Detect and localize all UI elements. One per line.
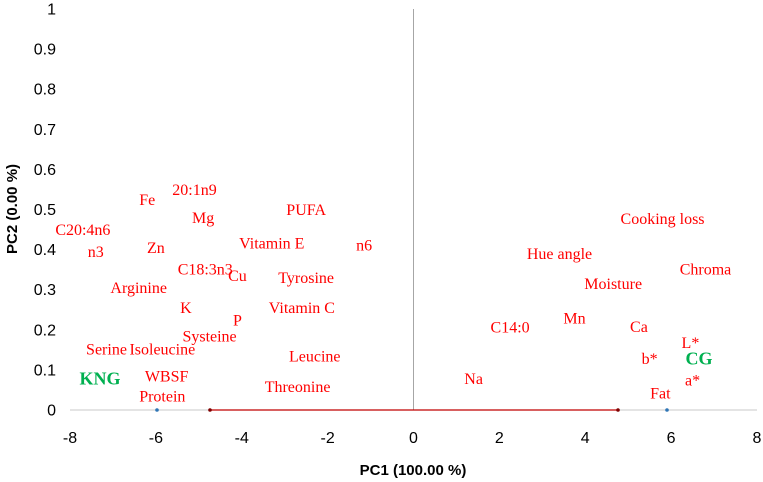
baseline-marker-right bbox=[616, 408, 620, 412]
y-tick-label: 0.2 bbox=[34, 322, 56, 339]
variable-label: Fat bbox=[650, 385, 671, 402]
y-tick-label: 0.8 bbox=[34, 82, 56, 99]
group-label: CG bbox=[686, 349, 713, 369]
variable-label: Arginine bbox=[110, 280, 167, 297]
y-tick-label: 0.3 bbox=[34, 282, 56, 299]
variable-label: Threonine bbox=[265, 379, 331, 396]
variable-label: C14:0 bbox=[491, 319, 530, 336]
group-label: KNG bbox=[80, 369, 121, 389]
x-tick-label: 8 bbox=[753, 430, 762, 447]
y-tick-label: 0.1 bbox=[34, 362, 56, 379]
variable-label: Mn bbox=[563, 310, 585, 327]
variable-label: n3 bbox=[88, 244, 104, 261]
variable-label: PUFA bbox=[286, 202, 326, 219]
variable-label: Zn bbox=[147, 240, 165, 257]
kng-point bbox=[155, 408, 159, 412]
y-tick-label: 0.9 bbox=[34, 42, 56, 59]
variable-label: Vitamin C bbox=[269, 300, 335, 317]
variable-label: P bbox=[233, 312, 242, 329]
variable-label: Tyrosine bbox=[278, 270, 334, 287]
x-tick-label: 0 bbox=[409, 430, 418, 447]
y-tick-label: 0.7 bbox=[34, 122, 56, 139]
variable-label: WBSF bbox=[145, 368, 189, 385]
x-tick-label: -8 bbox=[63, 430, 77, 447]
variable-label: n6 bbox=[356, 237, 372, 254]
x-tick-label: 4 bbox=[581, 430, 590, 447]
variable-label: C20:4n6 bbox=[55, 222, 110, 239]
variable-labels: Fe 20:1n9 Mg PUFA C20:4n6 n3 Zn Vitamin E n6 C18:… bbox=[55, 182, 731, 406]
variable-label: Chroma bbox=[680, 261, 732, 278]
x-axis-ticks: -8 -6 -4 -2 0 2 4 6 8 bbox=[63, 430, 762, 447]
variable-label: Cu bbox=[228, 268, 247, 285]
x-axis-title: PC1 (100.00 %) bbox=[360, 462, 467, 479]
y-axis-title: PC2 (0.00 %) bbox=[4, 164, 21, 254]
y-axis-ticks: 0 0.1 0.2 0.3 0.4 0.5 0.6 0.7 0.8 0.9 1 bbox=[34, 2, 56, 420]
x-tick-label: 2 bbox=[495, 430, 504, 447]
variable-label: Moisture bbox=[584, 276, 642, 293]
variable-label: Vitamin E bbox=[239, 235, 304, 252]
x-tick-label: -2 bbox=[321, 430, 335, 447]
variable-label: Isoleucine bbox=[129, 342, 195, 359]
x-tick-label: -4 bbox=[235, 430, 249, 447]
variable-label: Leucine bbox=[289, 348, 341, 365]
cg-point bbox=[665, 408, 669, 412]
variable-label: Serine bbox=[86, 342, 127, 359]
y-tick-label: 0 bbox=[47, 403, 56, 420]
variable-label: 20:1n9 bbox=[172, 182, 216, 199]
variable-label: Hue angle bbox=[527, 246, 592, 263]
variable-label: Protein bbox=[139, 388, 185, 405]
variable-label: Systeine bbox=[182, 328, 236, 345]
y-tick-label: 0.4 bbox=[34, 242, 56, 259]
y-tick-label: 1 bbox=[47, 2, 56, 19]
variable-label: L* bbox=[682, 335, 700, 352]
variable-label: K bbox=[180, 300, 192, 317]
group-labels: KNG CG bbox=[80, 349, 713, 389]
baseline-marker-left bbox=[208, 408, 212, 412]
variable-label: b* bbox=[642, 351, 658, 368]
variable-label: Ca bbox=[630, 319, 648, 336]
variable-label: Cooking loss bbox=[621, 211, 705, 228]
y-tick-label: 0.6 bbox=[34, 162, 56, 179]
variable-label: Mg bbox=[192, 210, 214, 227]
x-tick-label: 6 bbox=[667, 430, 676, 447]
y-tick-label: 0.5 bbox=[34, 202, 56, 219]
variable-label: Fe bbox=[139, 192, 155, 209]
x-tick-label: -6 bbox=[149, 430, 163, 447]
variable-label: a* bbox=[685, 372, 700, 389]
variable-label: Na bbox=[464, 371, 483, 388]
variable-label: C18:3n3 bbox=[178, 261, 233, 278]
